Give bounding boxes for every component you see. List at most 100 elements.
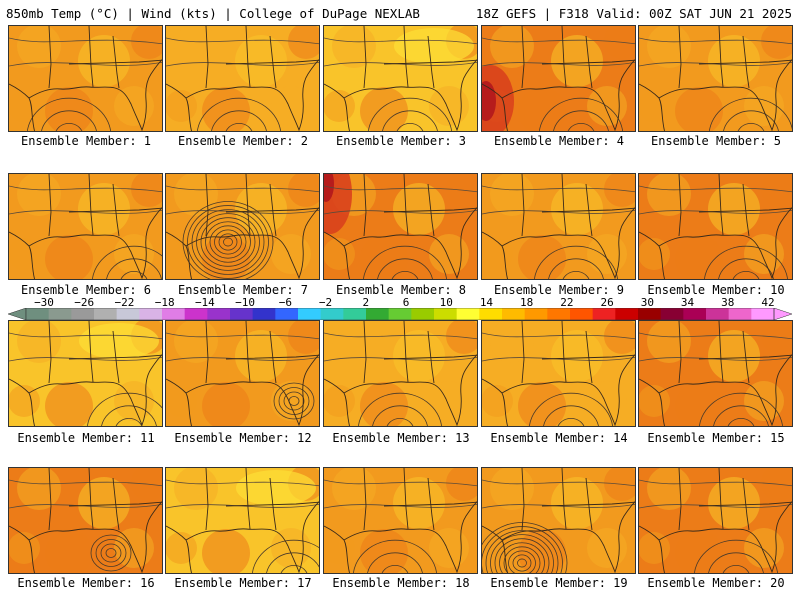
- ensemble-member-caption: Ensemble Member: 16: [17, 576, 155, 590]
- ensemble-member-caption: Ensemble Member: 7: [177, 283, 309, 297]
- coastline: [482, 59, 635, 131]
- coastline: [9, 354, 162, 426]
- ensemble-member-caption: Ensemble Member: 1: [20, 134, 152, 148]
- colorbar-swatch: [139, 308, 163, 320]
- colorbar-swatch: [298, 308, 322, 320]
- ensemble-member-map: [8, 173, 163, 280]
- ensemble-member-map: [638, 173, 793, 280]
- coastline: [324, 59, 477, 131]
- colorbar-swatch: [71, 308, 95, 320]
- ensemble-member-map: [165, 25, 320, 132]
- coastline: [639, 59, 792, 131]
- coastline: [166, 207, 319, 279]
- colorbar-tick-label: −6: [278, 296, 292, 309]
- ensemble-member-map: [165, 467, 320, 574]
- colorbar-tick-label: 38: [721, 296, 735, 309]
- ensemble-member-map: [481, 467, 636, 574]
- coastline: [9, 207, 162, 279]
- colorbar-swatch: [162, 308, 186, 320]
- colorbar-tick-label: 34: [680, 296, 695, 309]
- colorbar-swatch: [94, 308, 118, 320]
- colorbar-tick-label: −30: [34, 296, 54, 309]
- ensemble-member-map: [638, 25, 793, 132]
- colorbar-swatch: [660, 308, 684, 320]
- ensemble-member-map: [8, 320, 163, 427]
- colorbar-swatch: [638, 308, 662, 320]
- colorbar-tick-label: 22: [560, 296, 574, 309]
- ensemble-member-caption: Ensemble Member: 6: [20, 283, 152, 297]
- colorbar-swatch: [343, 308, 367, 320]
- coastline: [166, 354, 319, 426]
- colorbar-tick-label: −2: [318, 296, 333, 309]
- ensemble-member-map: [481, 25, 636, 132]
- ensemble-member-caption: Ensemble Member: 2: [177, 134, 309, 148]
- ensemble-member-map: [481, 320, 636, 427]
- temperature-colorbar: [8, 308, 792, 320]
- coastline: [166, 59, 319, 131]
- ensemble-member-map: [8, 467, 163, 574]
- colorbar-tick-label: 42: [761, 296, 775, 309]
- coastline: [639, 207, 792, 279]
- colorbar-swatch: [456, 308, 480, 320]
- ensemble-member-caption: Ensemble Member: 15: [647, 431, 785, 445]
- ensemble-member-map: [8, 25, 163, 132]
- colorbar-tick-label: 26: [600, 296, 614, 309]
- ensemble-member-caption: Ensemble Member: 14: [490, 431, 628, 445]
- ensemble-member-map: [165, 173, 320, 280]
- ensemble-member-caption: Ensemble Member: 9: [493, 283, 625, 297]
- colorbar-tick-label: 30: [640, 296, 654, 309]
- colorbar-swatch: [751, 308, 775, 320]
- coastline: [9, 59, 162, 131]
- coastline: [324, 207, 477, 279]
- colorbar-swatch: [570, 308, 594, 320]
- colorbar-max-arrow: [773, 308, 792, 320]
- ensemble-member-map: [481, 173, 636, 280]
- ensemble-member-map: [638, 320, 793, 427]
- ensemble-member-caption: Ensemble Member: 17: [174, 576, 312, 590]
- colorbar-swatch: [411, 308, 435, 320]
- ensemble-member-caption: Ensemble Member: 8: [335, 283, 467, 297]
- ensemble-member-caption: Ensemble Member: 12: [174, 431, 312, 445]
- coastline: [639, 501, 792, 573]
- colorbar-swatch: [48, 308, 72, 320]
- colorbar-swatch: [592, 308, 616, 320]
- colorbar-tick-label: 10: [439, 296, 453, 309]
- ensemble-member-map: [638, 467, 793, 574]
- colorbar-tick-label: −22: [114, 296, 135, 309]
- colorbar-swatch: [26, 308, 50, 320]
- coastline: [482, 354, 635, 426]
- ensemble-member-map: [323, 173, 478, 280]
- ensemble-member-caption: Ensemble Member: 13: [332, 431, 470, 445]
- coastline: [639, 354, 792, 426]
- colorbar-tick-label: 6: [402, 296, 410, 309]
- colorbar-swatch: [320, 308, 344, 320]
- map-title: 850mb Temp (°C) | Wind (kts) | College o…: [6, 6, 420, 21]
- colorbar-tick-label: 2: [362, 296, 370, 309]
- ensemble-member-map: [323, 467, 478, 574]
- ensemble-member-caption: Ensemble Member: 3: [335, 134, 467, 148]
- colorbar-swatch: [434, 308, 458, 320]
- colorbar-swatch: [728, 308, 752, 320]
- ensemble-member-caption: Ensemble Member: 10: [647, 283, 785, 297]
- colorbar-tick-label: −18: [154, 296, 175, 309]
- ensemble-member-map: [323, 25, 478, 132]
- coastline: [324, 501, 477, 573]
- colorbar-swatch: [547, 308, 571, 320]
- colorbar-swatch: [230, 308, 254, 320]
- coastline: [324, 354, 477, 426]
- ensemble-member-map: [165, 320, 320, 427]
- coastline: [482, 501, 635, 573]
- colorbar-tick-label: −26: [74, 296, 95, 309]
- colorbar-swatch: [184, 308, 208, 320]
- colorbar-tick-label: −14: [194, 296, 215, 309]
- ensemble-member-map: [323, 320, 478, 427]
- colorbar-swatch: [502, 308, 526, 320]
- colorbar-tick-label: −10: [235, 296, 256, 309]
- colorbar-swatch: [479, 308, 503, 320]
- colorbar-swatch: [683, 308, 707, 320]
- ensemble-member-caption: Ensemble Member: 11: [17, 431, 155, 445]
- colorbar-swatch: [615, 308, 639, 320]
- colorbar-swatch: [524, 308, 548, 320]
- coastline: [166, 501, 319, 573]
- ensemble-member-caption: Ensemble Member: 4: [493, 134, 625, 148]
